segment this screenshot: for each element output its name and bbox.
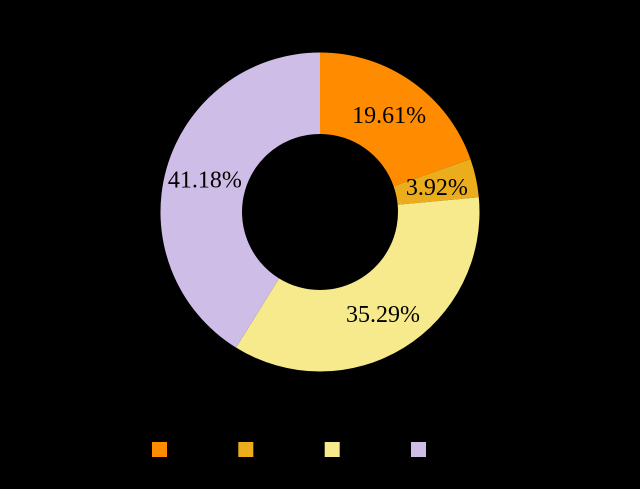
slice-label-1: 3.92%	[406, 175, 468, 201]
slice-label-0: 19.61%	[352, 103, 426, 129]
chart-legend	[152, 442, 426, 457]
slice-label-2: 35.29%	[346, 302, 420, 328]
pie-slice-3	[160, 52, 320, 348]
legend-swatch-0	[152, 442, 167, 457]
pie-slice-0	[320, 52, 471, 187]
pie-slice-1	[393, 159, 479, 205]
legend-swatch-1	[238, 442, 254, 457]
pie-slice-2	[236, 197, 480, 372]
legend-swatch-2	[324, 442, 340, 457]
legend-swatch-3	[411, 442, 426, 457]
slice-label-3: 41.18%	[168, 168, 242, 194]
